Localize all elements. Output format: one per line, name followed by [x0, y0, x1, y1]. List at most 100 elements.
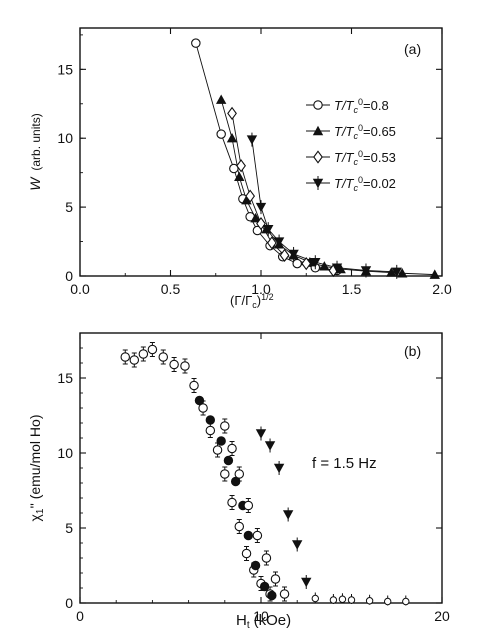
legend-marker: [313, 150, 323, 164]
data-point-a-s2: [301, 256, 312, 271]
data-point-b-s0: [220, 466, 230, 482]
data-point-a-s1: [429, 269, 440, 279]
data-point-a-s0: [292, 258, 302, 269]
data-point-b-s1: [223, 455, 234, 466]
x-tick-label: 10: [253, 608, 269, 624]
x-tick-label: 20: [434, 608, 450, 624]
y-tick-label: 5: [65, 520, 73, 536]
data-point-a-s0: [191, 38, 201, 48]
data-point-b-s3: [255, 426, 267, 441]
data-point-b-s0: [138, 346, 149, 362]
data-point-b-s2: [252, 528, 263, 543]
x-label-main-a: (Γ/Γ: [230, 293, 252, 308]
data-point-b-s2: [261, 550, 272, 566]
data-point-a-s3: [246, 132, 258, 147]
data-point-a-s2: [227, 106, 237, 121]
data-point-b-s2: [243, 498, 254, 513]
x-label-sub-b: t: [247, 620, 250, 630]
data-point-b-s2: [220, 418, 230, 434]
data-point-b-s0: [241, 546, 252, 561]
frequency-annotation: f = 1.5 Hz: [312, 455, 377, 472]
x-label-close-paren-a: ): [257, 293, 261, 308]
data-point-b-s0: [169, 357, 179, 372]
y-tick-label: 5: [65, 199, 73, 215]
y-label-symbol-b: χ: [27, 513, 43, 521]
x-tick-label: 0.0: [70, 281, 90, 297]
data-point-a-s3: [288, 246, 299, 261]
data-point-b-s3: [264, 438, 276, 453]
y-tick-label: 15: [57, 370, 73, 386]
legend-label: T/Tc0=0.53: [334, 149, 396, 167]
data-point-b-s3: [282, 507, 294, 522]
y-tick-label: 0: [65, 595, 73, 611]
data-point-b-s2: [279, 586, 290, 602]
data-point-a-s1: [241, 195, 252, 205]
x-tick-label: 1.5: [342, 281, 362, 297]
data-point-b-s1: [194, 395, 205, 406]
y-label-symbol-a: W: [27, 176, 43, 191]
panel-label-b: (b): [404, 343, 421, 359]
data-point-b-s2: [270, 571, 281, 587]
data-point-a-s2: [266, 236, 277, 250]
data-point-b-s1: [267, 590, 277, 601]
x-tick-label: 0: [76, 608, 84, 624]
legend-marker: [312, 176, 324, 190]
data-point-b-s0: [147, 342, 158, 357]
data-point-a-s0: [252, 225, 263, 236]
svg-text:W (arb. units): W (arb. units): [27, 113, 43, 190]
x-label-main-b: H: [236, 612, 247, 629]
panel-label-a: (a): [404, 41, 421, 57]
x-label-sub-a: c: [252, 300, 257, 310]
data-point-b-s0: [180, 358, 190, 374]
data-point-b-s0: [189, 378, 199, 393]
data-point-b-s4: [365, 594, 374, 605]
data-point-b-s4: [311, 592, 319, 603]
legend-label: T/Tc0=0.02: [334, 175, 396, 193]
data-point-a-s0: [229, 163, 239, 174]
y-label-unit-b: '' (emu/mol Ho): [27, 415, 43, 509]
x-tick-label: 1.0: [251, 281, 271, 297]
y-tick-label: 0: [65, 268, 73, 284]
data-point-b-s3: [292, 537, 303, 552]
legend-marker: [312, 125, 324, 136]
data-points-a: [191, 38, 440, 279]
data-point-b-s0: [205, 423, 216, 438]
data-point-b-s0: [129, 352, 140, 368]
x-tick-label: 0.5: [161, 281, 181, 297]
legend-a: T/Tc0=0.8 T/Tc0=0.65 T/Tc0=0.53 T/Tc0=0.02: [306, 97, 396, 193]
legend-marker: [313, 100, 323, 110]
y-axis-label-a: W (arb. units): [27, 113, 43, 190]
data-point-b-s1: [205, 415, 216, 425]
x-label-unit-b: (kOe): [254, 612, 292, 629]
data-point-a-s2: [256, 217, 266, 231]
ticks-a: 0.0 0.5 1.0 1.5 2.0 0 5 10 15: [57, 28, 452, 297]
data-point-b-s0: [120, 349, 131, 365]
data-point-b-s4: [402, 595, 410, 606]
data-point-b-s4: [329, 594, 338, 604]
data-point-a-s3: [360, 263, 372, 278]
data-point-b-s0: [158, 349, 169, 365]
data-point-a-s3: [310, 255, 321, 270]
data-point-b-s3: [273, 461, 285, 475]
data-point-a-s1: [226, 133, 238, 143]
data-point-a-s0: [216, 129, 226, 139]
data-point-b-s4: [347, 594, 356, 604]
y-tick-label: 10: [57, 445, 73, 461]
data-point-a-s3: [263, 222, 274, 237]
y-tick-label: 15: [57, 61, 73, 77]
data-point-b-s2: [227, 441, 237, 456]
data-point-b-s0: [227, 495, 237, 510]
data-point-b-s4: [338, 593, 347, 604]
y-label-unit-a: (arb. units): [29, 113, 43, 170]
y-axis-label-b: χ1'' (emu/mol Ho): [27, 415, 46, 522]
series-line-a-1: [220, 99, 435, 276]
data-point-a-s1: [396, 268, 408, 278]
data-point-a-s2: [236, 159, 246, 173]
y-label-sub-b: 1: [35, 508, 46, 514]
data-point-a-s1: [234, 171, 245, 181]
data-point-a-s3: [331, 260, 343, 275]
data-point-b-s2: [234, 466, 245, 482]
plot-frame-b: [79, 332, 443, 604]
